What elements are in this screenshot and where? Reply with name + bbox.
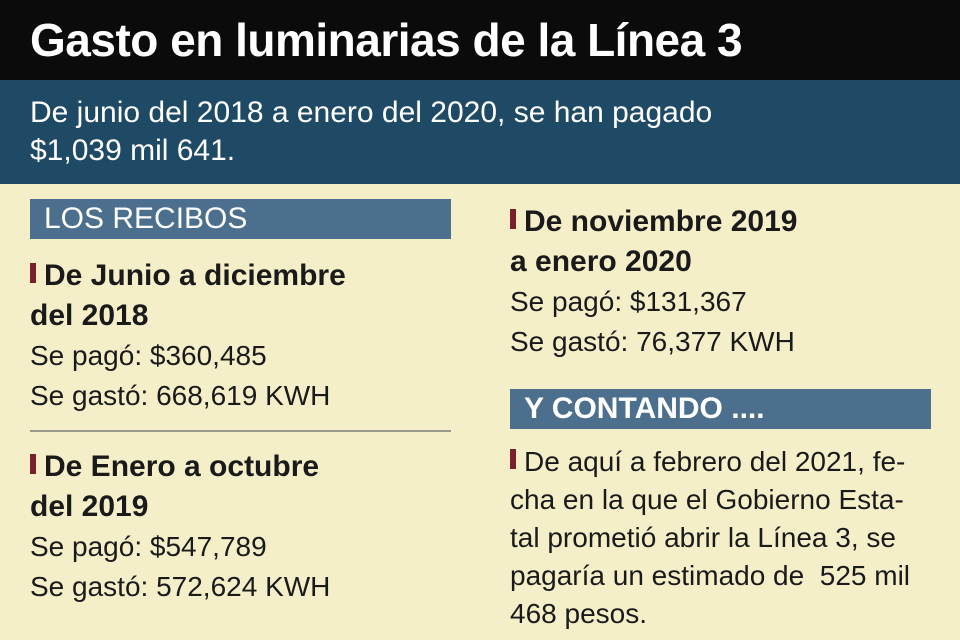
- section-header-contando: Y CONTANDO ....: [510, 389, 931, 429]
- entry-heading: De noviembre 2019: [524, 205, 798, 238]
- bullet-marker-icon: [30, 263, 36, 283]
- entry-2019-2020: De noviembre 2019 a enero 2020 Se pagó: …: [510, 202, 940, 362]
- entry-2018: De Junio a diciembre del 2018 Se pagó: $…: [30, 256, 460, 416]
- entry-heading-cont: a enero 2020: [510, 245, 692, 278]
- bullet-marker-icon: [510, 209, 516, 229]
- entry-heading: De Enero a octubre: [44, 450, 320, 483]
- entry-paid: Se pagó: $547,789: [30, 531, 267, 562]
- bullet-marker-icon: [510, 449, 516, 469]
- bullet-marker-icon: [30, 454, 36, 474]
- contando-line: pagaría un estimado de 525 mil: [510, 560, 911, 591]
- section-header-recibos: LOS RECIBOS: [30, 199, 451, 239]
- subtitle: De junio del 2018 a enero del 2020, se h…: [0, 80, 960, 184]
- entry-spent: Se gastó: 76,377 KWH: [510, 326, 795, 357]
- entry-heading: De Junio a diciembre: [44, 259, 346, 292]
- entry-spent: Se gastó: 572,624 KWH: [30, 571, 331, 602]
- contando-line: De aquí a febrero del 2021, fe-: [510, 443, 932, 481]
- divider: [30, 430, 451, 432]
- entry-spent: Se gastó: 668,619 KWH: [30, 380, 331, 411]
- contando-line: 468 pesos.: [510, 598, 647, 629]
- page-title: Gasto en luminarias de la Línea 3: [0, 0, 960, 80]
- entry-paid: Se pagó: $131,367: [510, 286, 747, 317]
- contando-line: tal prometió abrir la Línea 3, se: [510, 522, 896, 553]
- entry-paid: Se pagó: $360,485: [30, 340, 267, 371]
- contando-line: cha en la que el Gobierno Esta-: [510, 484, 904, 515]
- subtitle-line-1: De junio del 2018 a enero del 2020, se h…: [30, 96, 713, 129]
- subtitle-line-2: $1,039 mil 641.: [30, 134, 236, 167]
- entry-heading-cont: del 2018: [30, 299, 149, 332]
- contando-text: De aquí a febrero del 2021, fe- cha en l…: [510, 443, 932, 633]
- entry-2019: De Enero a octubre del 2019 Se pagó: $54…: [30, 447, 460, 607]
- entry-heading-cont: del 2019: [30, 490, 149, 523]
